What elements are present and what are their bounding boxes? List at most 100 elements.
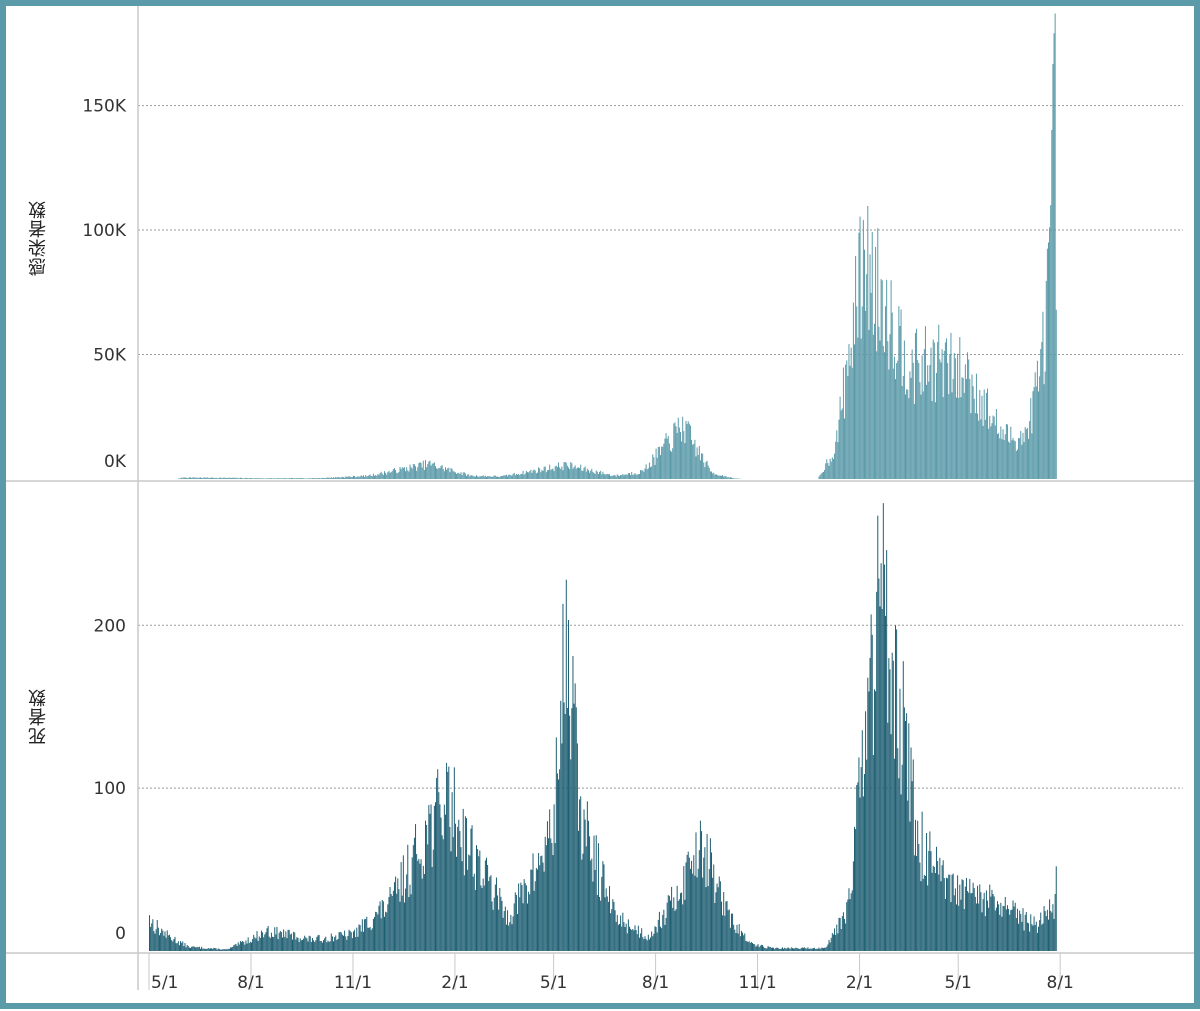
bar [1033,916,1035,951]
bar [1051,129,1053,479]
bar [328,941,330,951]
bar [749,942,751,951]
bar [604,897,606,951]
bar [911,781,913,951]
bar [602,861,604,951]
bar [498,476,500,479]
bar [203,477,205,479]
bar [294,478,296,479]
bar [1000,902,1002,951]
bar [839,396,841,479]
bar [1054,13,1056,479]
bar [284,478,286,479]
bar [897,748,899,951]
bar [1020,430,1022,479]
bar [613,475,615,479]
bar [253,934,255,951]
bar [852,302,854,479]
bar [335,935,337,951]
bar [287,929,289,951]
bar [814,947,816,951]
bar [453,471,455,479]
bar [582,853,584,951]
bar [398,471,400,479]
bar [902,376,904,479]
bar [187,477,189,479]
bar [703,462,705,479]
bar [185,477,187,479]
bar [299,478,301,479]
bar [1021,444,1023,479]
bar [202,478,204,479]
bar [939,359,941,479]
bar [932,865,934,951]
bar [278,478,280,479]
bar [290,478,292,479]
bar [1018,923,1020,951]
bar [989,415,991,479]
bar [456,473,458,479]
bar [705,887,707,951]
bar [313,940,315,951]
bar [681,441,683,479]
bar [374,475,376,479]
bar [418,858,420,951]
bar [862,220,864,479]
bar [981,395,983,479]
bar [942,860,944,951]
bar [737,478,739,479]
bar [199,948,201,951]
bar [282,478,284,479]
bar [488,880,490,951]
bar [284,936,286,951]
bar [522,470,524,479]
bar [371,928,373,951]
bar [536,869,538,951]
bar [279,930,281,951]
bar [979,389,981,479]
bar [958,397,960,479]
bar [665,433,667,479]
bar [503,475,505,479]
bar [504,475,506,479]
bar [558,462,560,479]
bar [658,911,660,951]
bar [433,805,435,951]
bar [640,933,642,951]
bar [232,946,234,951]
bar [673,897,675,951]
bar [750,942,752,951]
bar [197,477,199,479]
bar [241,942,243,951]
x-tick-label: 5/1 [540,973,567,993]
bar [364,477,366,479]
bar [344,930,346,951]
bar [491,476,493,479]
bar [668,895,670,951]
bar [603,473,605,479]
bar [689,425,691,479]
bar [728,909,730,951]
bar [878,326,880,479]
bar [280,932,282,951]
bar [213,477,215,479]
bar [216,949,218,951]
bar [530,869,532,951]
bar [256,478,258,479]
bar [434,802,436,951]
bar [825,463,827,479]
bar [571,708,573,951]
bar [983,389,985,479]
bar [231,947,233,951]
bar [957,875,959,951]
bar [998,433,1000,479]
bar [304,478,306,479]
bar [207,948,209,951]
bar [757,944,759,951]
bar [895,379,897,479]
bar [1025,912,1027,951]
bar [288,929,290,951]
bar [492,909,494,951]
bar [1042,923,1044,951]
bar [970,413,972,479]
